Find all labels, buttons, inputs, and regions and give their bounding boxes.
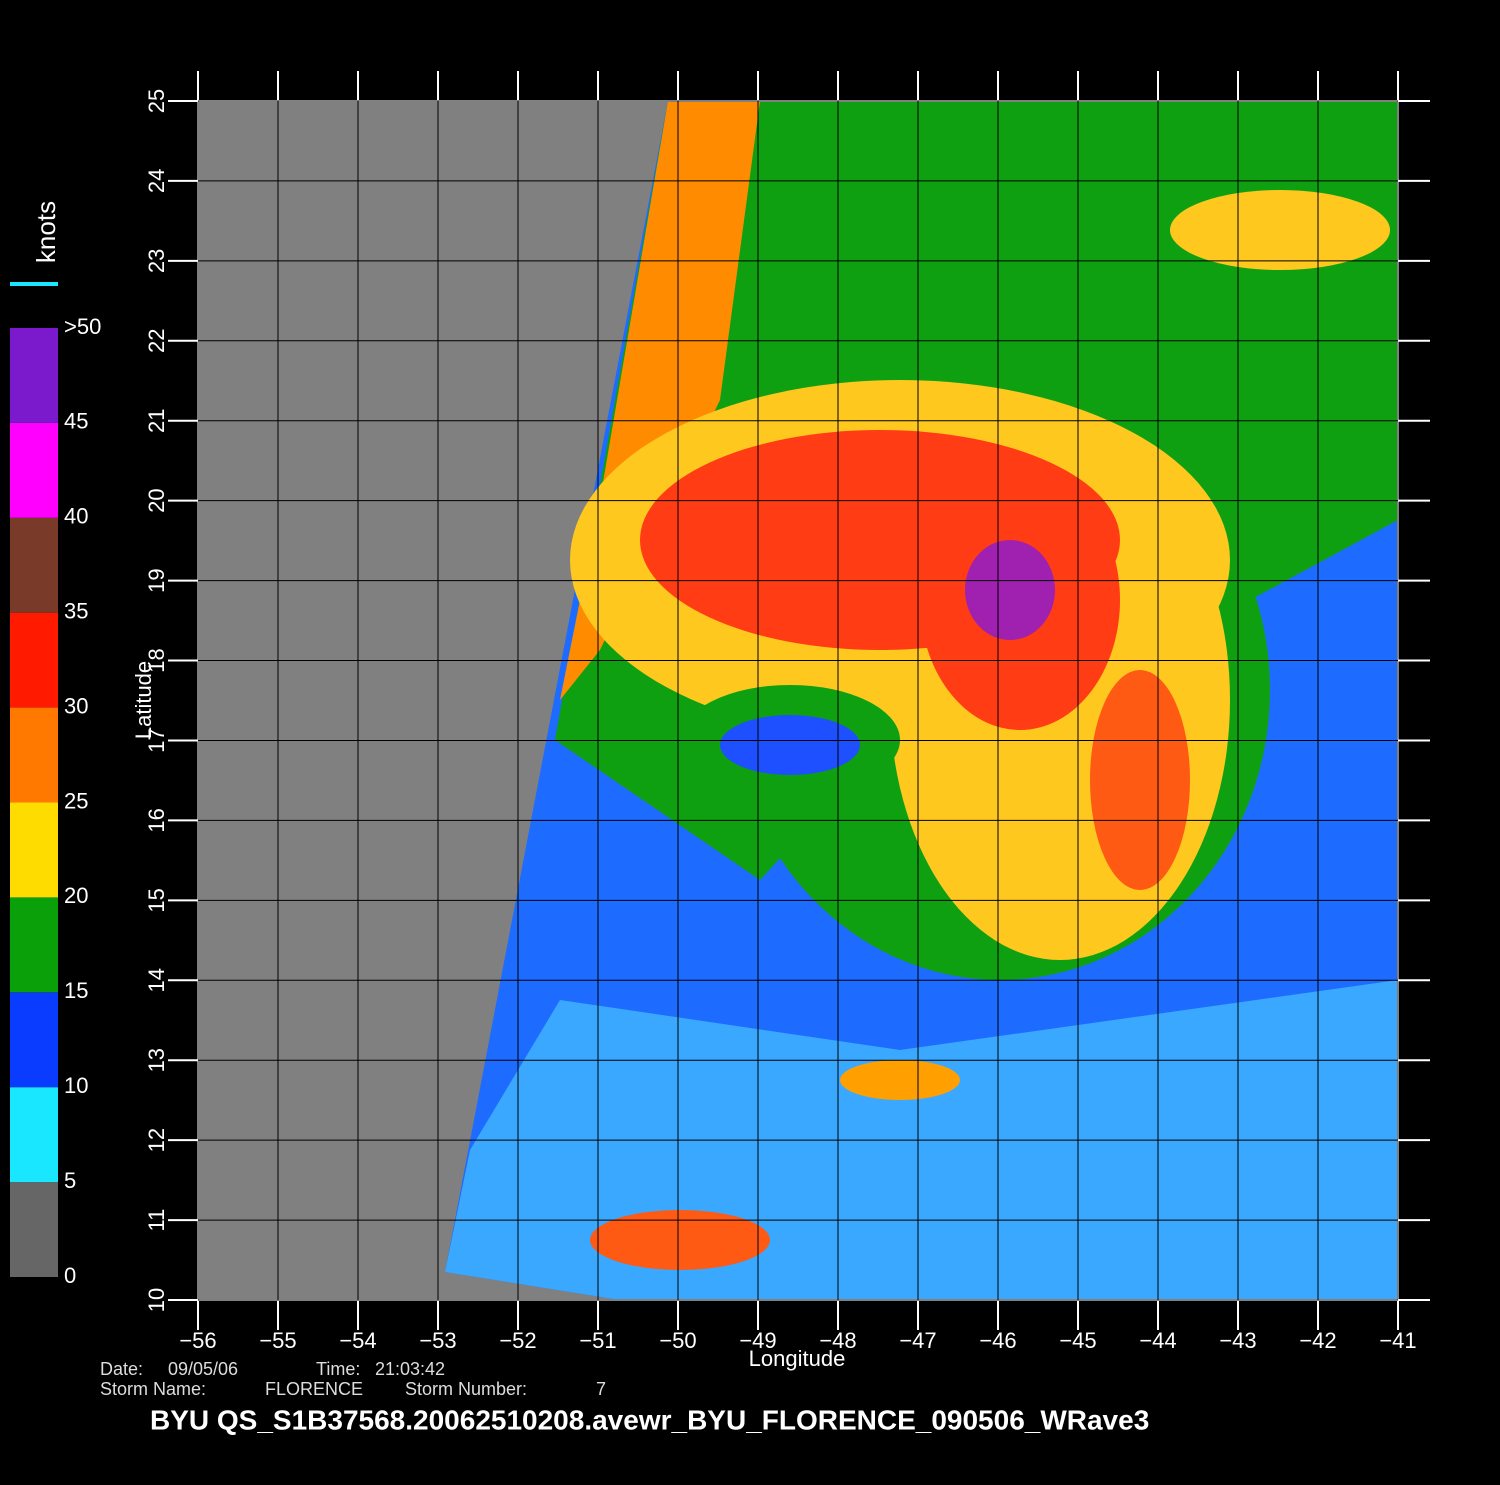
colorbar-segment bbox=[10, 422, 58, 518]
colorbar-tick-label: 15 bbox=[64, 978, 88, 1003]
y-tick-label: 24 bbox=[144, 169, 169, 193]
storm-name: FLORENCE bbox=[265, 1379, 363, 1399]
y-tick-label: 20 bbox=[144, 488, 169, 512]
x-tick-label: −50 bbox=[659, 1328, 696, 1353]
x-axis-label: Longitude bbox=[749, 1346, 846, 1371]
date-label: Date: bbox=[100, 1359, 143, 1379]
time: 21:03:42 bbox=[375, 1359, 445, 1379]
colorbar-tick-label: 35 bbox=[64, 598, 88, 623]
colorbar-tick-label: 30 bbox=[64, 693, 88, 718]
y-tick-label: 10 bbox=[144, 1288, 169, 1312]
rainband bbox=[590, 1210, 770, 1270]
y-tick-label: 11 bbox=[144, 1209, 169, 1232]
eye bbox=[720, 715, 860, 775]
storm-wind bbox=[965, 540, 1055, 640]
y-tick-label: 16 bbox=[144, 808, 169, 832]
storm-name-label: Storm Name: bbox=[100, 1379, 206, 1399]
y-axis-label: Latitude bbox=[131, 661, 156, 739]
gale-wind bbox=[1090, 670, 1190, 890]
x-tick-label: −53 bbox=[419, 1328, 456, 1353]
storm-number: 7 bbox=[596, 1379, 606, 1399]
x-tick-label: −42 bbox=[1299, 1328, 1336, 1353]
x-tick-label: −45 bbox=[1059, 1328, 1096, 1353]
x-tick-label: −56 bbox=[179, 1328, 216, 1353]
x-tick-label: −41 bbox=[1379, 1328, 1416, 1353]
colorbar-segment bbox=[10, 612, 58, 708]
figure-title: BYU QS_S1B37568.20062510208.avewr_BYU_FL… bbox=[150, 1404, 1149, 1435]
colorbar-segment bbox=[10, 802, 58, 898]
y-tick-label: 12 bbox=[144, 1128, 169, 1152]
x-tick-label: −43 bbox=[1219, 1328, 1256, 1353]
x-tick-label: −52 bbox=[499, 1328, 536, 1353]
x-tick-label: −55 bbox=[259, 1328, 296, 1353]
y-tick-label: 13 bbox=[144, 1048, 169, 1072]
colorbar-tick-label: >50 bbox=[64, 314, 101, 339]
axes: −56 −55 −54 −53 −52 −51 −50 −49 −48 −47 −46 −45 −44 −… bbox=[10, 71, 1430, 1353]
y-tick-label: 14 bbox=[144, 968, 169, 992]
x-tick-label: −47 bbox=[899, 1328, 936, 1353]
x-tick-label: −49 bbox=[739, 1328, 776, 1353]
rainband bbox=[840, 1060, 960, 1100]
colorbar-title: knots bbox=[31, 201, 61, 263]
y-tick-label: 15 bbox=[144, 888, 169, 912]
colorbar-tick-label: 5 bbox=[64, 1168, 76, 1193]
colorbar-segment bbox=[10, 992, 58, 1088]
y-tick-label: 21 bbox=[144, 408, 169, 432]
y-tick-label: 18 bbox=[144, 648, 169, 672]
high-wind bbox=[1170, 190, 1390, 270]
colorbar-segment bbox=[10, 707, 58, 803]
colorbar-tick-label: 45 bbox=[64, 409, 88, 434]
x-tick-label: −44 bbox=[1139, 1328, 1176, 1353]
y-tick-label: 17 bbox=[144, 728, 169, 752]
x-tick-label: −48 bbox=[819, 1328, 856, 1353]
colorbar-cap bbox=[10, 282, 58, 286]
colorbar-segment bbox=[10, 517, 58, 613]
colorbar-segment bbox=[10, 327, 58, 423]
colorbar-tick-label: 10 bbox=[64, 1073, 88, 1098]
colorbar-tick-label: 40 bbox=[64, 504, 88, 529]
x-tick-label: −54 bbox=[339, 1328, 376, 1353]
colorbar-segment bbox=[10, 1182, 58, 1277]
x-tick-label: −46 bbox=[979, 1328, 1016, 1353]
storm-number-label: Storm Number: bbox=[405, 1379, 527, 1399]
y-tick-label: 19 bbox=[144, 568, 169, 592]
colorbar-tick-label: 25 bbox=[64, 788, 88, 813]
y-tick-label: 22 bbox=[144, 329, 169, 353]
colorbar-segment bbox=[10, 897, 58, 993]
date: 09/05/06 bbox=[168, 1359, 238, 1379]
colorbar-segment bbox=[10, 1087, 58, 1183]
time-label: Time: bbox=[316, 1359, 360, 1379]
colorbar-tick-label: 0 bbox=[64, 1263, 76, 1288]
y-tick-label: 25 bbox=[144, 89, 169, 113]
colorbar-tick-label: 20 bbox=[64, 883, 88, 908]
x-tick-label: −51 bbox=[579, 1328, 616, 1353]
y-tick-label: 23 bbox=[144, 249, 169, 273]
